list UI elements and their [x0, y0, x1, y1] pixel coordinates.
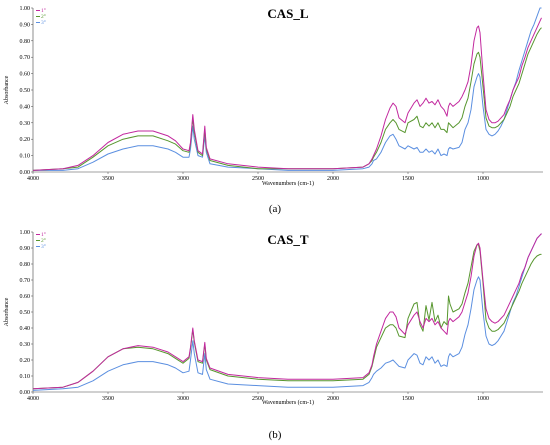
y-tick-label: 1.00: [20, 230, 31, 236]
y-tick-label: 1.00: [20, 6, 31, 12]
y-tick-label: 0.10: [20, 154, 31, 160]
x-tick-label: 3500: [102, 176, 114, 182]
y-tick-label: 0.30: [20, 121, 31, 127]
x-axis-label: Wavenumbers (cm-1): [262, 399, 314, 406]
panel-b: 1.00 0.90 0.80 0.70 0.60 0.50 0.40 0.30 0.20 0.10…: [4, 230, 543, 441]
legend-entry: 3°: [41, 19, 46, 26]
y-tick-label: 0.80: [20, 262, 31, 268]
y-tick-label: 0.50: [20, 310, 31, 316]
x-tick-label: 2000: [327, 176, 339, 182]
x-tick-label: 1500: [402, 396, 414, 402]
y-axis-label: Absorbance: [4, 75, 10, 104]
y-tick-label: 0.20: [20, 358, 31, 364]
y-tick-label: 0.70: [20, 278, 31, 284]
x-tick-label: 1500: [402, 176, 414, 182]
legend-entry: 1°: [41, 7, 46, 14]
x-axis-label: Wavenumbers (cm-1): [262, 180, 314, 187]
x-tick-label: 1000: [477, 396, 489, 402]
y-tick-label: 0.00: [20, 390, 31, 396]
chart-title: CAS_L: [267, 6, 309, 21]
series-line-1: [32, 233, 542, 390]
legend-entry: 2°: [41, 237, 46, 244]
x-tick-label: 3500: [102, 396, 114, 402]
series-line-1: [32, 17, 542, 171]
y-tick-label: 0.40: [20, 104, 31, 110]
series-line-3: [32, 233, 542, 391]
series-line-2: [32, 27, 542, 171]
y-tick-label: 0.90: [20, 246, 31, 252]
legend-entry: 3°: [41, 243, 46, 250]
y-tick-label: 0.50: [20, 88, 31, 94]
x-tick-label: 3000: [177, 396, 189, 402]
chart-title: CAS_T: [267, 232, 309, 247]
y-tick-label: 0.90: [20, 22, 31, 28]
y-tick-label: 0.20: [20, 137, 31, 143]
y-tick-label: 0.00: [20, 170, 31, 176]
y-tick-label: 0.60: [20, 294, 31, 300]
panel-caption: (a): [269, 203, 282, 215]
x-tick-label: 1000: [477, 176, 489, 182]
legend-entry: 2°: [41, 13, 46, 20]
x-tick-label: 4000: [27, 396, 39, 402]
x-tick-label: 3000: [177, 176, 189, 182]
y-tick-label: 0.10: [20, 374, 31, 380]
y-tick-label: 0.80: [20, 39, 31, 45]
x-tick-label: 2500: [252, 396, 264, 402]
x-tick-label: 4000: [27, 176, 39, 182]
series-line-3: [33, 7, 542, 171]
panel-a: 1.00 0.90 0.80 0.70 0.60 0.50 0.40 0.30 0.20 0.10…: [4, 6, 543, 215]
x-tick-label: 2000: [327, 396, 339, 402]
x-tick-label: 2500: [252, 176, 264, 182]
y-axis-label: Absorbance: [4, 297, 10, 326]
y-tick-label: 0.40: [20, 326, 31, 332]
y-tick-label: 0.60: [20, 72, 31, 78]
series-line-2: [32, 244, 542, 390]
y-tick-label: 0.70: [20, 55, 31, 61]
y-tick-label: 0.30: [20, 342, 31, 348]
panel-caption: (b): [269, 429, 282, 441]
legend-entry: 1°: [41, 231, 46, 238]
